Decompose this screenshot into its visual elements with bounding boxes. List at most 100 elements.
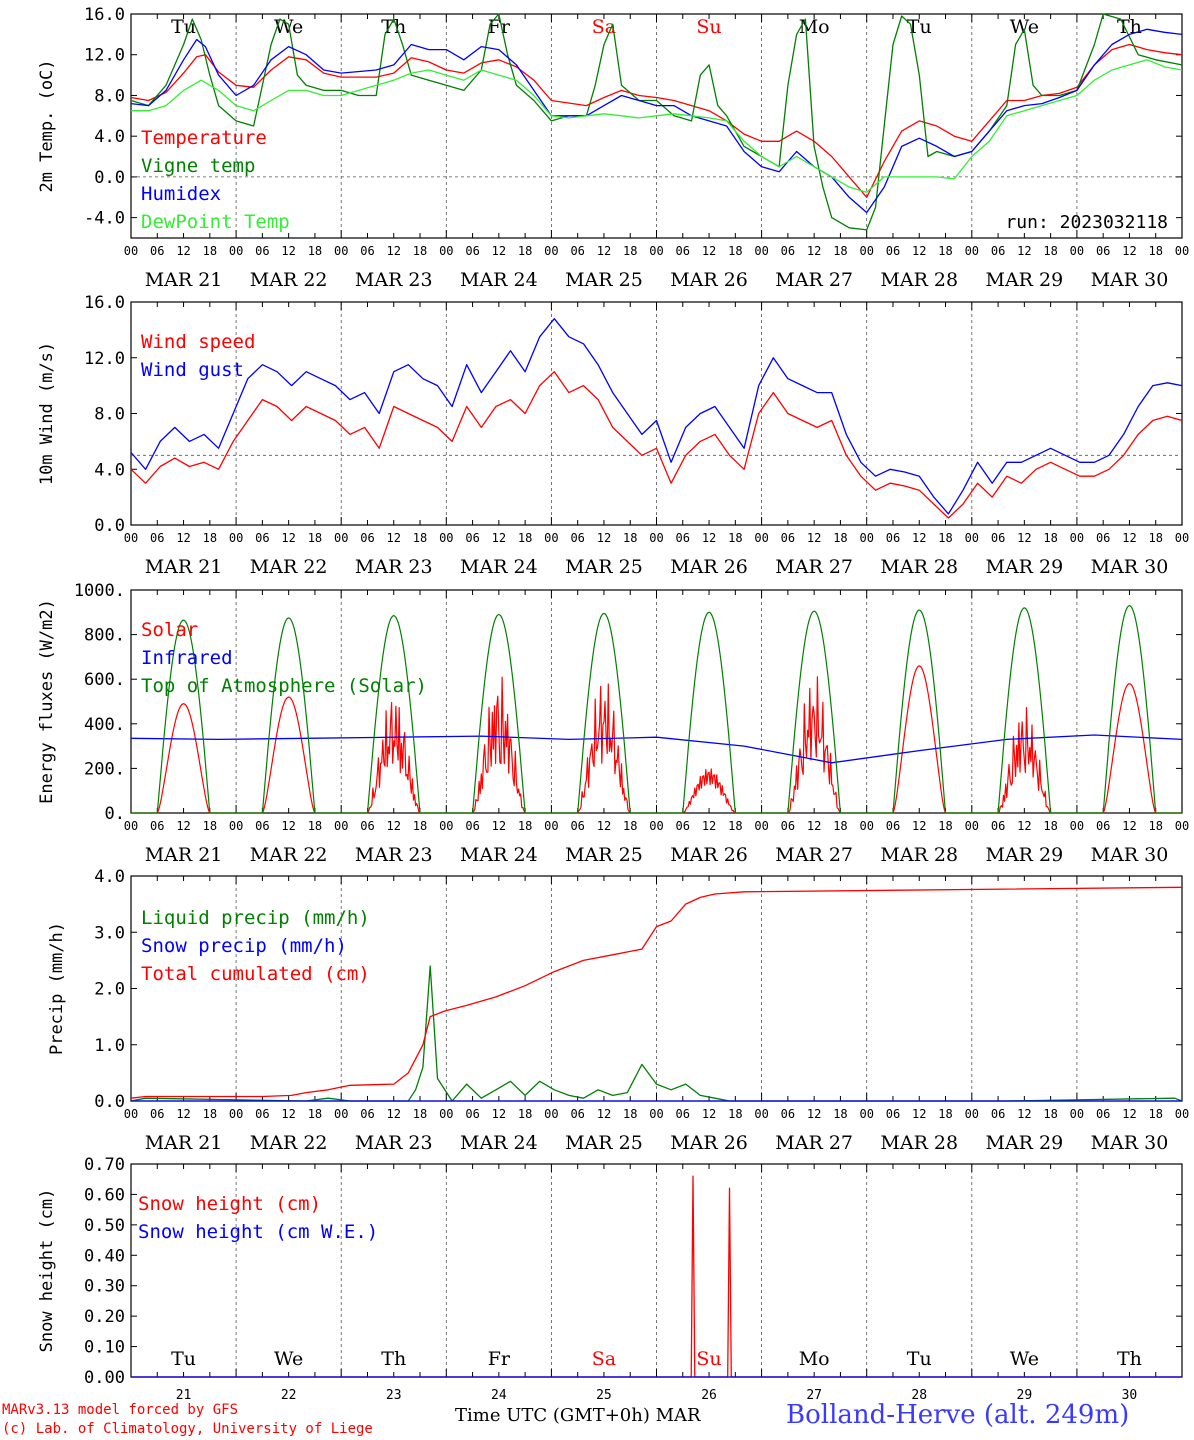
hour-tick-label: 12 (702, 531, 716, 545)
y-axis-label: Energy fluxes (W/m2) (37, 599, 57, 804)
y-tick-label: 12.0 (84, 46, 125, 66)
hour-tick-label: 00 (229, 1107, 243, 1121)
date-label: MAR 23 (355, 269, 433, 291)
hour-tick-label: 12 (492, 531, 506, 545)
hour-tick-label: 18 (413, 819, 427, 833)
hour-tick-label: 12 (702, 1107, 716, 1121)
hour-tick-label: 18 (623, 1107, 637, 1121)
date-label: MAR 29 (985, 1132, 1063, 1154)
hour-tick-label: 06 (255, 244, 269, 258)
hour-tick-label: 12 (1017, 819, 1031, 833)
hour-tick-label: 00 (229, 531, 243, 545)
weekday-label: Su (696, 1348, 721, 1370)
y-axis-label: 10m Wind (m/s) (37, 342, 57, 485)
hour-tick-label: 06 (676, 244, 690, 258)
hour-tick-label: 18 (1148, 531, 1162, 545)
date-label: MAR 25 (565, 269, 643, 291)
hour-tick-label: 06 (1096, 819, 1110, 833)
date-label: MAR 26 (670, 1132, 748, 1154)
hour-tick-label: 12 (387, 244, 401, 258)
hour-tick-label: 06 (255, 531, 269, 545)
hour-tick-label: 06 (1096, 531, 1110, 545)
hour-tick-label: 18 (623, 244, 637, 258)
hour-tick-label: 06 (781, 244, 795, 258)
date-label: MAR 25 (565, 556, 643, 578)
y-tick-label: 0.30 (84, 1277, 125, 1297)
legend-entry: Liquid precip (mm/h) (141, 907, 370, 929)
hour-tick-label: 06 (570, 244, 584, 258)
hour-tick-label: 00 (439, 819, 453, 833)
date-label: MAR 21 (145, 269, 223, 291)
hour-tick-label: 06 (150, 531, 164, 545)
y-tick-label: 16.0 (84, 293, 125, 313)
hour-tick-label: 18 (518, 244, 532, 258)
hour-tick-label: 00 (544, 531, 558, 545)
hour-tick-label: 06 (886, 1107, 900, 1121)
day-number-label: 23 (386, 1388, 402, 1400)
weekday-label: Tu (171, 1348, 196, 1370)
series-top-of-atmosphere-solar- (131, 604, 1182, 814)
hour-tick-label: 06 (1096, 244, 1110, 258)
hour-tick-label: 00 (544, 244, 558, 258)
hour-tick-label: 18 (938, 531, 952, 545)
hour-tick-label: 00 (439, 244, 453, 258)
day-number-label: 22 (281, 1388, 297, 1400)
weekday-label: Th (381, 16, 406, 38)
day-number-label: 30 (1122, 1388, 1138, 1400)
hour-tick-label: 00 (649, 819, 663, 833)
weekday-label: Fr (488, 16, 511, 38)
hour-tick-label: 12 (597, 531, 611, 545)
plot-frame-0 (130, 13, 1183, 239)
hour-tick-label: 06 (360, 819, 374, 833)
hour-tick-label: 12 (912, 244, 926, 258)
hour-tick-label: 06 (676, 531, 690, 545)
hour-tick-label: 00 (544, 819, 558, 833)
series-humidex (130, 28, 1183, 214)
legend-entry: Snow height (cm W.E.) (138, 1221, 378, 1243)
weekday-label: Mo (799, 1348, 830, 1370)
hour-tick-label: 18 (308, 244, 322, 258)
hour-tick-label: 06 (991, 244, 1005, 258)
hour-tick-label: 12 (1122, 244, 1136, 258)
date-label: MAR 25 (565, 1132, 643, 1154)
hour-tick-label: 18 (938, 244, 952, 258)
hour-tick-label: 00 (1175, 531, 1189, 545)
hour-tick-label: 00 (859, 531, 873, 545)
hour-tick-label: 18 (413, 244, 427, 258)
hour-tick-label: 06 (570, 1107, 584, 1121)
hour-tick-label: 12 (597, 819, 611, 833)
hour-tick-label: 18 (203, 819, 217, 833)
legend-entry: Temperature (141, 127, 267, 149)
hour-tick-label: 06 (1096, 1107, 1110, 1121)
date-label: MAR 23 (355, 844, 433, 866)
hour-tick-label: 18 (518, 819, 532, 833)
hour-tick-label: 06 (150, 819, 164, 833)
hour-tick-label: 00 (334, 531, 348, 545)
hour-tick-label: 12 (281, 531, 295, 545)
hour-tick-label: 12 (387, 819, 401, 833)
day-number-label: 26 (701, 1388, 717, 1400)
legend-entry: Infrared (141, 647, 233, 669)
hour-tick-label: 06 (991, 1107, 1005, 1121)
legend-entry: Humidex (141, 183, 221, 205)
y-tick-label: 0.00 (84, 1368, 125, 1388)
date-label: MAR 29 (985, 269, 1063, 291)
weekday-label: We (274, 1348, 303, 1370)
hour-tick-label: 06 (781, 1107, 795, 1121)
hour-tick-label: 18 (1148, 244, 1162, 258)
hour-tick-label: 00 (859, 819, 873, 833)
hour-tick-label: 18 (413, 1107, 427, 1121)
day-number-label: 28 (911, 1388, 927, 1400)
hour-tick-label: 06 (676, 1107, 690, 1121)
day-number-label: 21 (176, 1388, 192, 1400)
date-label: MAR 29 (985, 844, 1063, 866)
hour-tick-label: 18 (1043, 531, 1057, 545)
hour-tick-label: 00 (334, 244, 348, 258)
date-label: MAR 30 (1091, 556, 1169, 578)
hour-tick-label: 18 (1043, 1107, 1057, 1121)
date-label: MAR 21 (145, 844, 223, 866)
model-credit: MARv3.13 model forced by GFS (2, 1402, 239, 1418)
hour-tick-label: 06 (360, 1107, 374, 1121)
y-tick-label: 0. (105, 804, 125, 824)
hour-tick-label: 18 (413, 531, 427, 545)
